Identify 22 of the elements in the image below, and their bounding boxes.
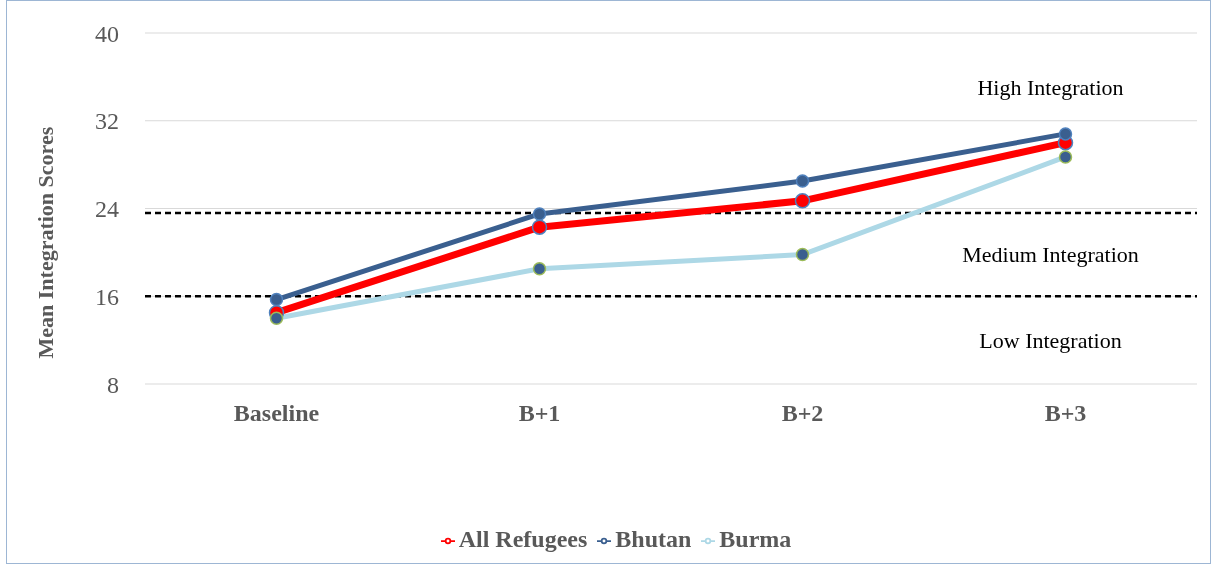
y-tick-label: 16 [95, 283, 119, 310]
annotation: Medium Integration [962, 242, 1139, 268]
point [269, 292, 284, 307]
x-tick-label: B+2 [781, 400, 824, 427]
y-tick-label: 8 [107, 371, 119, 398]
point [531, 219, 548, 235]
legend-label: All Refugees [458, 526, 588, 552]
point [794, 193, 811, 209]
annotation: Low Integration [979, 327, 1122, 353]
y-tick-label: 24 [95, 196, 119, 223]
legend-label: Burma [719, 526, 792, 552]
x-tick-label: B+3 [1044, 400, 1087, 427]
annotation: High Integration [977, 74, 1124, 100]
x-tick-label: B+1 [518, 400, 561, 427]
x-tick-label: Baseline [233, 400, 320, 427]
legend-label: Bhutan [615, 526, 692, 552]
point [795, 174, 810, 188]
y-tick-label: 32 [95, 108, 119, 135]
point [1058, 127, 1073, 141]
y-axis-title: Mean Integration Scores [32, 126, 58, 359]
y-tick-label: 40 [95, 20, 119, 47]
point [532, 207, 547, 221]
